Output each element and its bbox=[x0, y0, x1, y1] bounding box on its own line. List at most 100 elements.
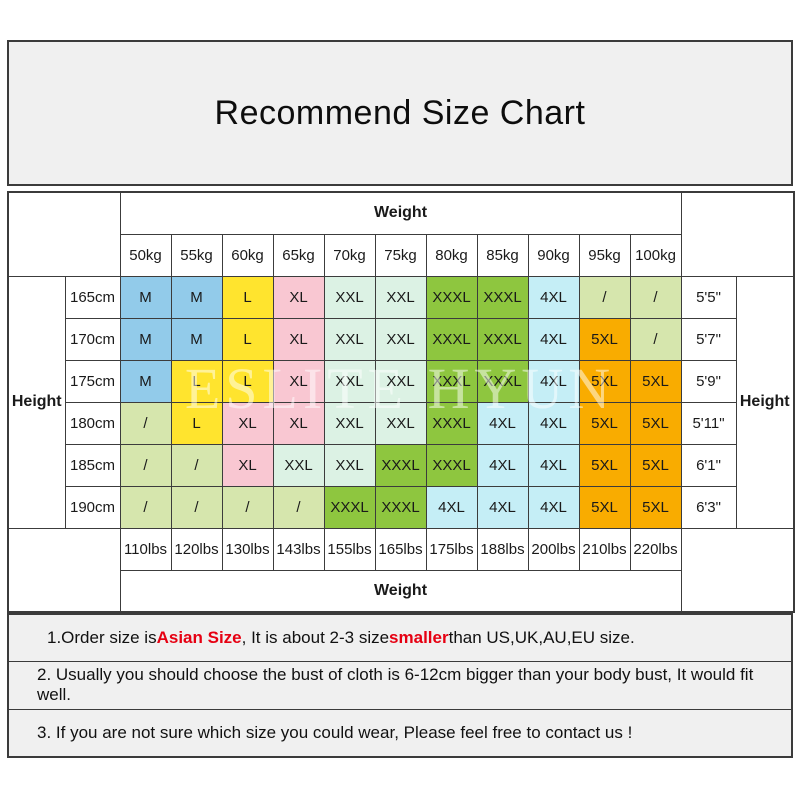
note-text: 3. If you are not sure which size you co… bbox=[37, 722, 633, 742]
lbs-footer-cell: 188lbs bbox=[476, 527, 529, 571]
ftin-label: 5'5" bbox=[680, 275, 737, 319]
kg-header-cell: 90kg bbox=[527, 233, 580, 277]
size-cell: XXXL bbox=[425, 275, 478, 319]
weight-bottom-label: Weight bbox=[119, 569, 682, 613]
lbs-footer-cell: 120lbs bbox=[170, 527, 223, 571]
weight-top-row: Weight bbox=[7, 191, 795, 277]
cm-label: 185cm bbox=[64, 443, 121, 487]
data-row-165cm: Height 165cm M M L XL XXL XXL XXXL XXXL … bbox=[7, 275, 795, 529]
size-cell: XL bbox=[272, 275, 325, 319]
size-cell: XXXL bbox=[476, 359, 529, 403]
size-cell: / bbox=[221, 485, 274, 529]
data-row-180cm: 180cm / L XL XL XXL XXL XXXL 4XL 4XL 5XL… bbox=[8, 401, 794, 445]
size-cell: 5XL bbox=[629, 443, 682, 487]
size-cell: XXL bbox=[272, 443, 325, 487]
size-cell: L bbox=[221, 275, 274, 319]
size-cell: L bbox=[170, 401, 223, 445]
size-cell: 5XL bbox=[629, 401, 682, 445]
size-cell: / bbox=[119, 443, 172, 487]
size-cell: M bbox=[119, 317, 172, 361]
cm-label: 190cm bbox=[64, 485, 121, 529]
size-cell: 5XL bbox=[578, 443, 631, 487]
size-cell: XL bbox=[272, 359, 325, 403]
size-cell: XXXL bbox=[425, 401, 478, 445]
size-cell: 5XL bbox=[578, 359, 631, 403]
kg-header-row: 50kg 55kg 60kg 65kg 70kg 75kg 80kg 85kg … bbox=[8, 233, 794, 277]
lbs-footer-cell: 110lbs bbox=[119, 527, 172, 571]
size-cell: 5XL bbox=[578, 317, 631, 361]
note-text: , It is about 2-3 size bbox=[241, 628, 390, 648]
kg-header-cell: 60kg bbox=[221, 233, 274, 277]
note-text-highlight: Asian Size bbox=[156, 628, 242, 648]
page-title: Recommend Size Chart bbox=[214, 93, 586, 132]
size-cell: XXXL bbox=[476, 317, 529, 361]
size-cell: 4XL bbox=[476, 485, 529, 529]
size-cell: M bbox=[170, 317, 223, 361]
size-cell: M bbox=[119, 275, 172, 319]
size-cell: 5XL bbox=[629, 359, 682, 403]
size-cell: 5XL bbox=[629, 485, 682, 529]
weight-bottom-row: Weight bbox=[8, 569, 794, 613]
note-1: 1.Order size is Asian Size, It is about … bbox=[9, 615, 791, 661]
lbs-footer-cell: 200lbs bbox=[527, 527, 580, 571]
note-text: 1.Order size is bbox=[47, 628, 157, 648]
cm-label: 175cm bbox=[64, 359, 121, 403]
size-cell: XXXL bbox=[323, 485, 376, 529]
size-cell: XXXL bbox=[476, 275, 529, 319]
note-3: 3. If you are not sure which size you co… bbox=[9, 708, 791, 756]
data-row-190cm: 190cm / / / / XXXL XXXL 4XL 4XL 4XL 5XL … bbox=[8, 485, 794, 529]
size-cell: M bbox=[119, 359, 172, 403]
kg-header-cell: 80kg bbox=[425, 233, 478, 277]
size-cell: XXL bbox=[323, 401, 376, 445]
size-cell: M bbox=[170, 275, 223, 319]
note-text: than US,UK,AU,EU size. bbox=[448, 628, 635, 648]
note-text-highlight: smaller bbox=[389, 628, 449, 648]
size-cell: 4XL bbox=[527, 401, 580, 445]
height-left-label: Height bbox=[7, 275, 66, 529]
size-cell: 4XL bbox=[527, 359, 580, 403]
weight-top-label: Weight bbox=[119, 191, 682, 235]
data-row-175cm: 175cm M L L XL XXL XXL XXXL XXXL 4XL 5XL… bbox=[8, 359, 794, 403]
size-cell: / bbox=[119, 485, 172, 529]
corner-cell-top-right bbox=[680, 191, 795, 277]
size-cell: 4XL bbox=[527, 317, 580, 361]
ftin-label: 5'9" bbox=[680, 359, 737, 403]
size-cell: L bbox=[221, 359, 274, 403]
lbs-footer-cell: 143lbs bbox=[272, 527, 325, 571]
lbs-footer-cell: 210lbs bbox=[578, 527, 631, 571]
size-cell: 4XL bbox=[527, 443, 580, 487]
lbs-footer-cell: 165lbs bbox=[374, 527, 427, 571]
size-cell: / bbox=[272, 485, 325, 529]
size-cell: / bbox=[170, 485, 223, 529]
size-cell: / bbox=[629, 275, 682, 319]
lbs-footer-cell: 220lbs bbox=[629, 527, 682, 571]
size-cell: XXL bbox=[323, 359, 376, 403]
size-cell: XXXL bbox=[425, 317, 478, 361]
cm-label: 180cm bbox=[64, 401, 121, 445]
note-2: 2. Usually you should choose the bust of… bbox=[9, 661, 791, 708]
kg-header-cell: 95kg bbox=[578, 233, 631, 277]
size-cell: XXL bbox=[374, 317, 427, 361]
size-cell: XL bbox=[221, 401, 274, 445]
height-right-label: Height bbox=[735, 275, 795, 529]
size-cell: 5XL bbox=[578, 485, 631, 529]
kg-header-cell: 100kg bbox=[629, 233, 682, 277]
data-row-185cm: 185cm / / XL XXL XXL XXXL XXXL 4XL 4XL 5… bbox=[8, 443, 794, 487]
size-cell: 4XL bbox=[527, 275, 580, 319]
data-row-170cm: 170cm M M L XL XXL XXL XXXL XXXL 4XL 5XL… bbox=[8, 317, 794, 361]
size-chart-table: Weight 50kg 55kg 60kg 65kg 70kg 75kg 80k… bbox=[7, 191, 795, 613]
ftin-label: 6'1" bbox=[680, 443, 737, 487]
notes-panel: 1.Order size is Asian Size, It is about … bbox=[7, 613, 793, 758]
size-cell: XXXL bbox=[425, 359, 478, 403]
size-cell: L bbox=[170, 359, 223, 403]
size-cell: XXL bbox=[374, 359, 427, 403]
ftin-label: 5'11" bbox=[680, 401, 737, 445]
size-cell: XXL bbox=[323, 443, 376, 487]
corner-cell-bottom-left bbox=[7, 527, 121, 613]
cm-label: 165cm bbox=[64, 275, 121, 319]
title-panel: Recommend Size Chart bbox=[7, 40, 793, 186]
size-cell: 5XL bbox=[578, 401, 631, 445]
ftin-label: 6'3" bbox=[680, 485, 737, 529]
cm-label: 170cm bbox=[64, 317, 121, 361]
